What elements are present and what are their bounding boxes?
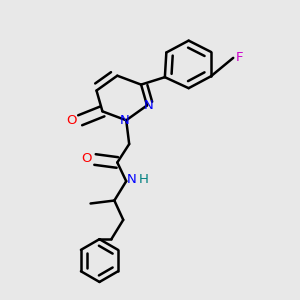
Text: O: O	[67, 114, 77, 127]
Text: N: N	[144, 99, 153, 112]
Text: N: N	[127, 173, 136, 186]
Text: H: H	[139, 173, 148, 186]
Text: O: O	[81, 152, 91, 164]
Text: F: F	[236, 51, 244, 64]
Text: N: N	[120, 114, 130, 127]
